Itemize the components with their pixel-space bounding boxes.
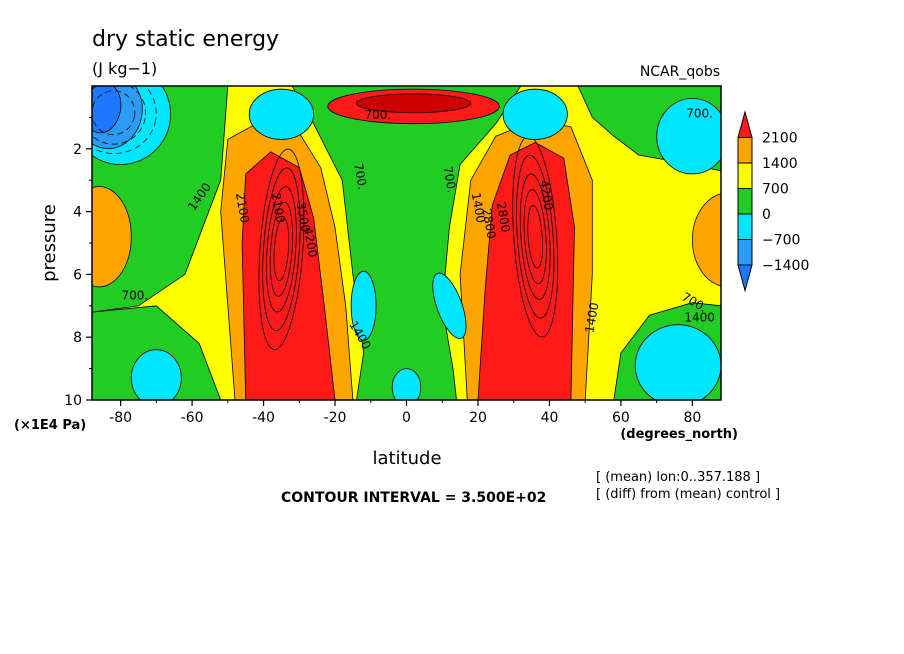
field-cyan-ne: [656, 98, 721, 175]
plot-area: [92, 86, 721, 400]
field-red-north-jet: [477, 142, 575, 400]
y-tick-label: 2: [73, 142, 82, 158]
colorbar-swatch: [737, 137, 753, 164]
x-tick-label: 40: [541, 410, 559, 426]
contour-line-north-jet: [523, 189, 547, 285]
x-tick-label: -60: [181, 410, 204, 426]
contour-label: 2100: [269, 192, 288, 225]
colorbar-top-arrow: [737, 110, 753, 138]
contour-label: 2800: [494, 201, 513, 234]
x-tick-label: -80: [109, 410, 132, 426]
y-axis: 2 4 6 8 10: [64, 116, 92, 409]
contour-line-negative: [92, 86, 157, 154]
contour-line-south-jet: [262, 167, 301, 332]
y-tick-label: 4: [73, 205, 82, 221]
field-cyan-center-right: [432, 272, 467, 339]
contour-label: 1400: [582, 301, 601, 334]
contour-label: 1400: [684, 311, 715, 325]
contour-line-negative: [92, 90, 136, 136]
x-tick-label: -20: [324, 410, 347, 426]
y-axis-label: pressure: [39, 204, 60, 282]
contour-interval: CONTOUR INTERVAL = 3.500E+02: [281, 490, 546, 506]
contour-label: 700.: [122, 289, 149, 303]
contour-label: 3500: [294, 201, 313, 234]
field-cyan-center-left: [350, 270, 377, 341]
x-axis: -80 -60 -40 -20 0 20 40 60 80: [109, 400, 701, 426]
contour-line-south-jet: [266, 186, 297, 313]
x-axis-label: latitude: [372, 448, 441, 469]
colorbar-swatch: [737, 162, 753, 189]
field-cyan-n-north: [502, 88, 568, 140]
contour-line-north-jet: [516, 154, 555, 319]
x-tick-label: 60: [612, 410, 630, 426]
x-axis-units: (degrees_north): [620, 427, 738, 442]
contour-line-north-jet: [527, 204, 544, 269]
note-diff: [ (diff) from (mean) control ]: [596, 487, 780, 502]
colorbar: 2100 1400 700 0 −700 −1400: [737, 110, 809, 293]
chart-title: dry static energy: [92, 27, 279, 52]
colorbar-label: 0: [762, 207, 771, 223]
colorbar-label: −700: [762, 233, 800, 249]
y-axis-units: (×1E4 Pa): [14, 418, 86, 433]
y-tick-label: 10: [64, 393, 82, 409]
contour-label: 4200: [537, 179, 556, 212]
contour-label: 700.: [686, 106, 713, 120]
field-orange-west-edge: [92, 186, 132, 288]
colorbar-label: 2100: [762, 131, 798, 147]
contour-label: 700.: [365, 108, 392, 122]
field-green-center: [291, 86, 522, 400]
colorbar-swatch: [737, 188, 753, 215]
contour-line-south-jet: [258, 148, 305, 350]
dataset-label: NCAR_qobs: [640, 64, 720, 80]
contour-label: 2800: [479, 207, 498, 240]
note-mean: [ (mean) lon:0..357.188 ]: [596, 470, 760, 485]
contour-label: 700.: [441, 165, 459, 194]
y-tick-label: 8: [73, 330, 82, 346]
contour-line-negative: [92, 86, 146, 145]
field-cyan-sw: [130, 349, 182, 400]
x-tick-label: 0: [402, 410, 411, 426]
colorbar-bottom-arrow: [737, 264, 753, 293]
field-cyan-n-south: [248, 88, 314, 140]
field-darkred-top-center: [355, 93, 472, 114]
field-cyan-se: [634, 324, 721, 400]
field-cyan-bottom-center: [391, 368, 422, 400]
contour-line-south-jet: [269, 201, 293, 297]
colorbar-label: 700: [762, 182, 789, 198]
x-tick-label: 20: [469, 410, 487, 426]
x-tick-label: -40: [252, 410, 275, 426]
colorbar-label: 1400: [762, 156, 798, 172]
y-tick-label: 6: [73, 267, 82, 283]
contour-line-north-jet: [519, 173, 551, 300]
colorbar-swatch: [737, 213, 753, 240]
chart-units: (J kg−1): [92, 59, 157, 78]
contour-label: 1400: [469, 192, 488, 225]
x-tick-label: 80: [683, 410, 701, 426]
colorbar-swatch: [737, 239, 753, 266]
contour-line-south-jet: [273, 217, 290, 282]
field-darkblue-nw: [92, 86, 122, 134]
contour-label: 2100: [233, 192, 252, 225]
contour-label: 4200: [301, 226, 320, 259]
contour-label: 700.: [351, 162, 369, 191]
colorbar-label: −1400: [762, 258, 809, 274]
field-orange-east-edge: [692, 193, 721, 287]
